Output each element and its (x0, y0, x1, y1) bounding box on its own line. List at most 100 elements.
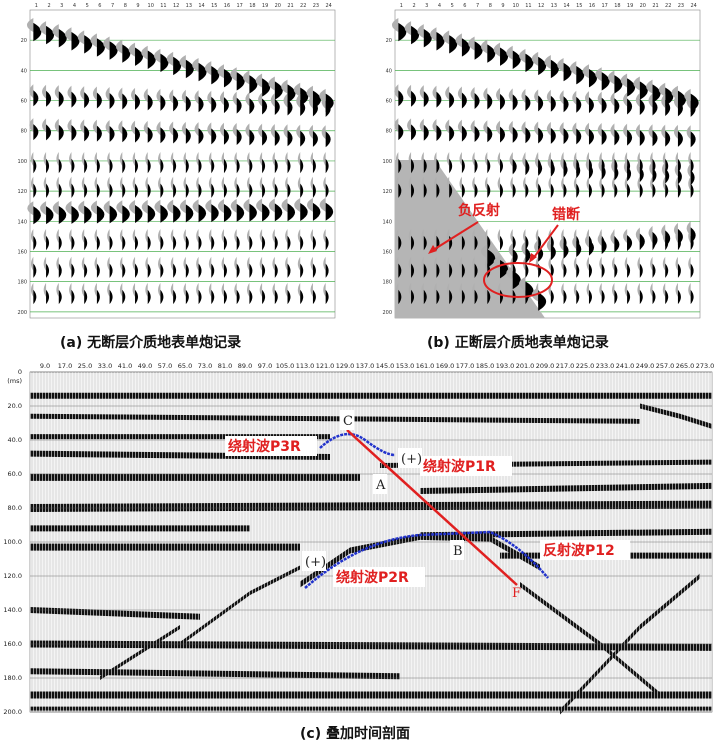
wiggle (407, 84, 412, 99)
wiggle (455, 33, 462, 48)
wiggle (398, 22, 407, 42)
wiggle (54, 85, 59, 100)
wiggle (614, 75, 623, 94)
wiggle (436, 158, 440, 174)
wiggle (573, 256, 577, 271)
wiggle (449, 183, 453, 198)
sign-label: (+) (401, 452, 422, 467)
wiggle (521, 88, 526, 103)
wiggle (145, 282, 148, 297)
x-tick-label: 193.0 (496, 362, 515, 370)
wiggle (391, 18, 399, 33)
wiggle (249, 75, 258, 94)
trace-number: 1 (400, 3, 403, 9)
wiggle (550, 95, 556, 112)
wiggle (624, 176, 628, 191)
wiggle (677, 100, 683, 117)
trace-number: 17 (237, 3, 243, 9)
wiggle (662, 282, 666, 297)
trace-number: 16 (589, 3, 595, 9)
wiggle (446, 152, 450, 166)
wiggle (650, 176, 653, 191)
wiggle (122, 93, 128, 110)
wiggle (69, 152, 72, 166)
wiggle (119, 229, 123, 243)
wiggle (294, 198, 301, 213)
wiggle (538, 292, 547, 311)
time-tick: 180 (382, 280, 392, 286)
wiggle (598, 158, 602, 173)
x-tick-label: 129.0 (336, 362, 355, 370)
wiggle (122, 183, 126, 198)
wiggle (221, 282, 224, 297)
wiggle (449, 125, 455, 142)
wiggle (262, 183, 266, 198)
annotation: 错断 (552, 206, 580, 223)
wiggle (33, 289, 37, 305)
wiggle (183, 256, 186, 271)
wiggle (312, 183, 316, 198)
wiggle (223, 158, 227, 174)
wiggle (508, 120, 513, 135)
wiggle (535, 229, 539, 243)
wiggle (510, 229, 513, 243)
wiggle (449, 289, 453, 305)
wiggle (550, 263, 554, 278)
wiggle (512, 94, 518, 111)
wiggle (183, 229, 186, 243)
wiggle (472, 256, 475, 271)
wiggle (582, 64, 589, 79)
wiggle (236, 129, 242, 146)
trace-number: 21 (652, 3, 658, 9)
trace-number: 20 (275, 3, 281, 9)
wiggle (249, 183, 253, 198)
wiggle (576, 65, 585, 85)
wiggle (434, 256, 437, 271)
wiggle (109, 41, 118, 60)
wiggle (325, 183, 329, 198)
wiggle (56, 282, 59, 297)
wiggle (219, 122, 224, 137)
wiggle (559, 90, 564, 105)
wiggle (26, 18, 34, 33)
wiggle (627, 263, 631, 278)
wiggle (122, 289, 126, 305)
wiggle (181, 121, 186, 136)
wiggle (404, 21, 412, 36)
wiggle (421, 229, 424, 243)
x-tick-label: 225.0 (576, 362, 595, 370)
wiggle (459, 152, 462, 166)
wiggle (538, 160, 543, 176)
y-tick-label: 180.0 (3, 674, 22, 682)
wiggle (223, 289, 227, 305)
wiggle (90, 33, 97, 48)
trace-number: 9 (136, 3, 139, 9)
wiggle (207, 122, 212, 137)
time-tick: 120 (17, 189, 27, 195)
wiggle (285, 152, 288, 166)
wiggle (623, 159, 628, 174)
wiggle (84, 205, 92, 224)
diffraction-curve (304, 530, 549, 589)
wiggle (198, 235, 202, 251)
wiggle (185, 263, 189, 278)
wiggle (395, 282, 399, 297)
wiggle (637, 282, 640, 297)
wiggle (135, 235, 139, 251)
trace-number: 4 (73, 3, 76, 9)
wiggle (690, 158, 694, 174)
wiggle (661, 93, 666, 108)
wiggle (156, 121, 161, 136)
wiggle (550, 127, 556, 144)
wiggle (283, 124, 288, 139)
wiggle (411, 90, 417, 107)
wiggle (487, 93, 493, 110)
wiggle (321, 125, 326, 140)
wiggle (281, 79, 288, 94)
wiggle (445, 86, 450, 101)
wiggle (614, 263, 618, 278)
wiggle (132, 282, 136, 297)
wiggle (33, 183, 37, 198)
wiggle (474, 289, 478, 305)
wiggle (173, 204, 181, 223)
